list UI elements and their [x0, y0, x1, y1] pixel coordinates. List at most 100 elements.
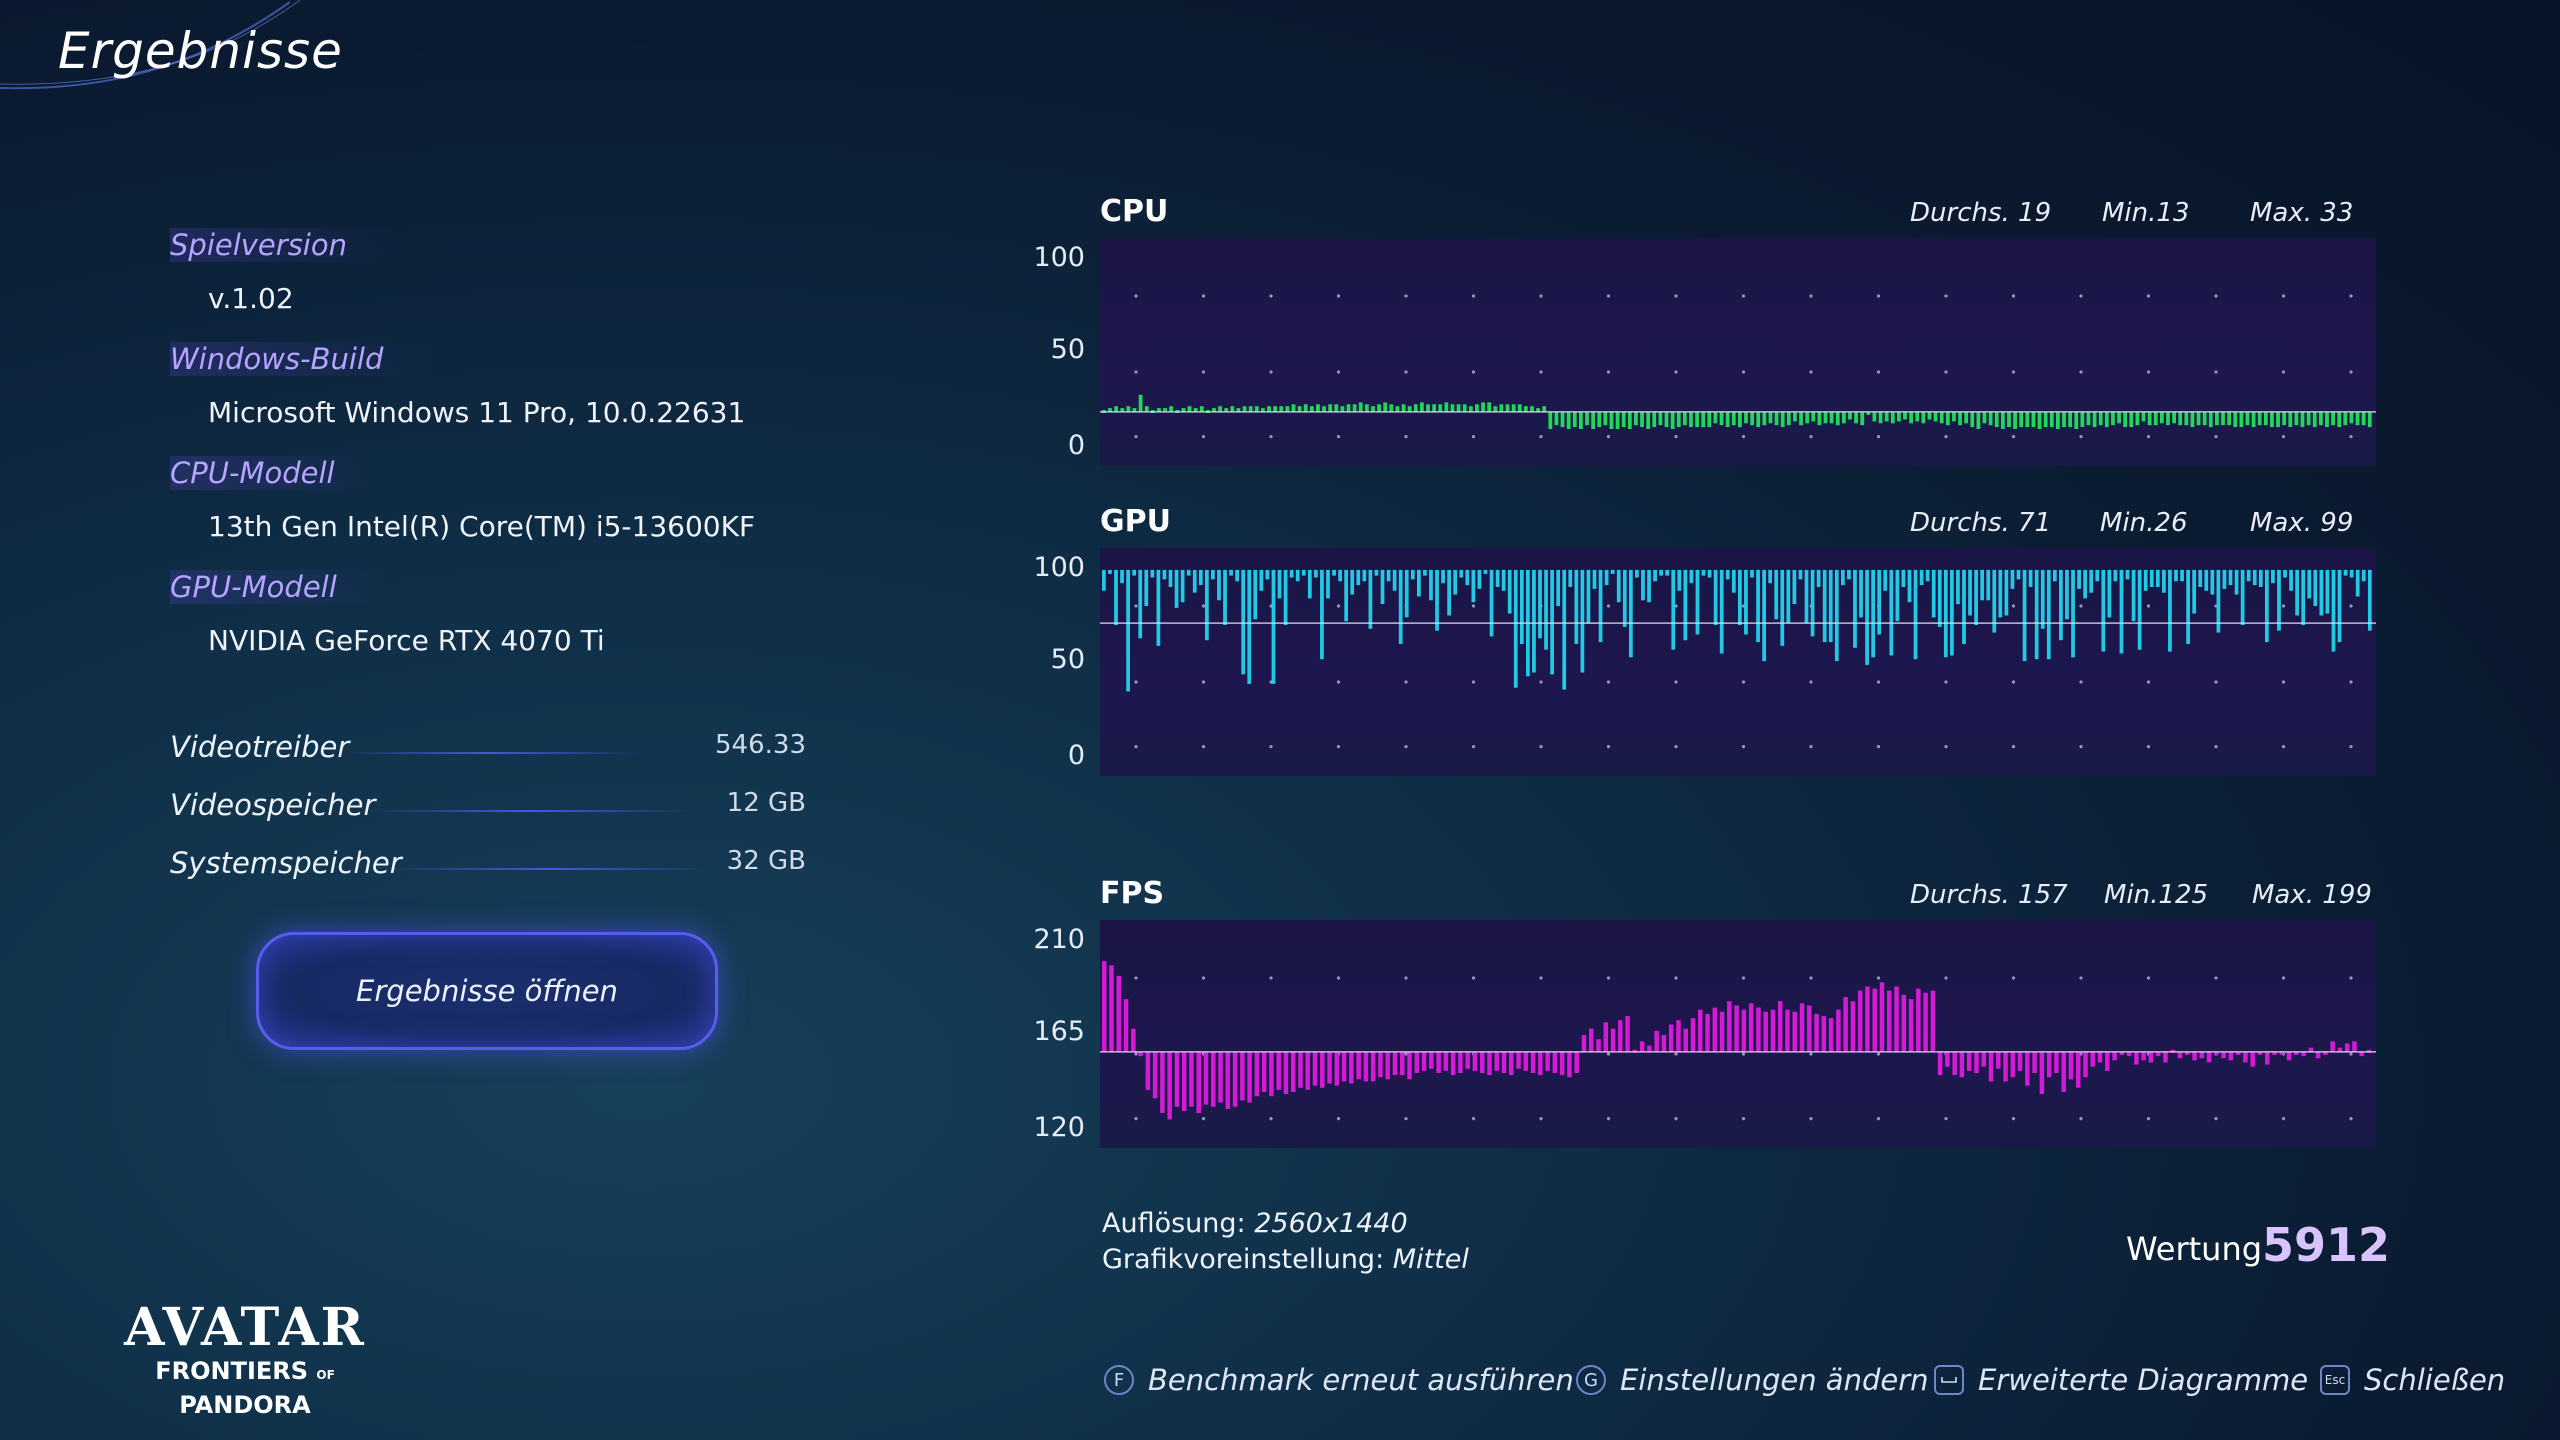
chart-bar [2052, 569, 2057, 582]
chart-bar [1229, 569, 1233, 576]
chart-bar [2308, 1047, 2314, 1052]
chart-max: Max. 33 [2250, 198, 2354, 228]
grid-dot [2214, 680, 2218, 684]
chart-bar [1901, 994, 1907, 1052]
chart-bar [1581, 1035, 1587, 1052]
chart-bar [1762, 569, 1766, 662]
grid-dot [1201, 976, 1206, 980]
chart-bar [1635, 569, 1639, 578]
chart-bar [1548, 411, 1553, 429]
spec-divider [370, 810, 690, 812]
chart-bar [2168, 569, 2172, 652]
chart-bar [2221, 1051, 2226, 1059]
chart-bar [1248, 406, 1253, 412]
chart-bar [1701, 569, 1706, 576]
grid-dot [1269, 370, 1273, 374]
chart-bar [1774, 411, 1779, 426]
chart-bar [1610, 569, 1615, 574]
chart-bar [1426, 404, 1430, 412]
chart-bar [2337, 569, 2342, 643]
chart-bar [2083, 1051, 2088, 1078]
grid-dot [2011, 745, 2016, 749]
chart-bar [1908, 999, 1914, 1052]
chart-bar [2141, 411, 2146, 422]
chart-bar [1410, 569, 1415, 580]
chart-bar [1598, 569, 1603, 643]
chart-bar [1780, 569, 1785, 646]
chart-bar [1958, 411, 1962, 426]
chart-bar [2355, 411, 2360, 426]
spec-label: Videotreiber [170, 730, 350, 764]
grid-dot [1134, 435, 1138, 439]
chart-bar [2032, 1051, 2037, 1073]
chart-bar [2343, 569, 2348, 576]
chart-bar [1517, 404, 1522, 412]
chart-bar [1690, 1018, 1696, 1052]
grid-dot [1876, 976, 1881, 980]
chart-bar [1123, 999, 1129, 1052]
chart-bar [1756, 1007, 1761, 1052]
chart-bar [1186, 569, 1191, 576]
rerun-benchmark-button[interactable]: F Benchmark erneut ausführen [1104, 1360, 1574, 1400]
chart-bar [1966, 1051, 1972, 1071]
chart-bar [2204, 569, 2209, 591]
chart-bar [1450, 1051, 1456, 1076]
chart-bar [1523, 406, 1528, 412]
chart-bar [2286, 1051, 2292, 1061]
chart-bar [1744, 569, 1748, 635]
cpu-plot-area [1100, 238, 2376, 466]
y-tick-label: 0 [1067, 430, 1085, 461]
grid-dot [2011, 976, 2016, 980]
close-button[interactable]: Esc Schließen [2320, 1360, 2505, 1400]
chart-bar [1610, 1028, 1616, 1052]
chart-bar [1572, 411, 1577, 428]
grid-dot [2011, 370, 2016, 374]
chart-bar [1247, 1051, 1252, 1103]
chart-bar [1414, 1051, 1420, 1073]
cpu-model-value: 13th Gen Intel(R) Core(TM) i5-13600KF [208, 510, 756, 543]
chart-bar [2243, 1051, 2248, 1063]
chart-bar [1145, 1051, 1151, 1090]
grid-dot [2011, 435, 2016, 439]
grid-dot [1201, 680, 1206, 684]
change-settings-button[interactable]: G Einstellungen ändern [1576, 1360, 1929, 1400]
chart-bar [2184, 411, 2189, 426]
chart-bar [1909, 411, 1914, 424]
grid-dot [2349, 745, 2353, 749]
chart-bar [1334, 1051, 1340, 1086]
grid-dot [1674, 1052, 1678, 1056]
chart-bar [1138, 1051, 1143, 1057]
chart-bar [1167, 1051, 1172, 1120]
grid-dot [1741, 745, 1746, 749]
grid-dot [1539, 435, 1543, 439]
chart-bar [1236, 408, 1241, 412]
chart-bar [1383, 402, 1388, 412]
chart-bar [1707, 411, 1712, 428]
grid-dot [1404, 680, 1408, 684]
grid-dot [1201, 1117, 1206, 1121]
chart-bar [2016, 569, 2021, 580]
chart-bar [1269, 1051, 1274, 1097]
chart-bar [1959, 1051, 1965, 1078]
chart-bar [1878, 411, 1883, 424]
chart-bar [1683, 569, 1688, 641]
chart-bar [1545, 1051, 1550, 1071]
cpu-plot-svg [1100, 294, 2376, 439]
chart-bar [2025, 411, 2030, 428]
chart-bar [1223, 569, 1227, 625]
grid-dot [2146, 1117, 2151, 1121]
grid-dot [1269, 294, 1273, 298]
chart-bar [1895, 569, 1900, 622]
chart-bar [1903, 411, 1907, 420]
grid-dot [1404, 976, 1408, 980]
chart-bar [2054, 1051, 2059, 1073]
advanced-charts-button[interactable]: Erweiterte Diagramme [1934, 1360, 2308, 1400]
chart-bar [2271, 569, 2275, 584]
chart-bar [2149, 569, 2154, 587]
open-results-button[interactable]: Ergebnisse öffnen [256, 932, 718, 1050]
chart-bar [1356, 1051, 1361, 1080]
chart-bar [2010, 569, 2015, 589]
chart-bar [1109, 965, 1114, 1052]
grid-dot [2079, 294, 2083, 298]
y-tick-label: 120 [1033, 1112, 1085, 1143]
